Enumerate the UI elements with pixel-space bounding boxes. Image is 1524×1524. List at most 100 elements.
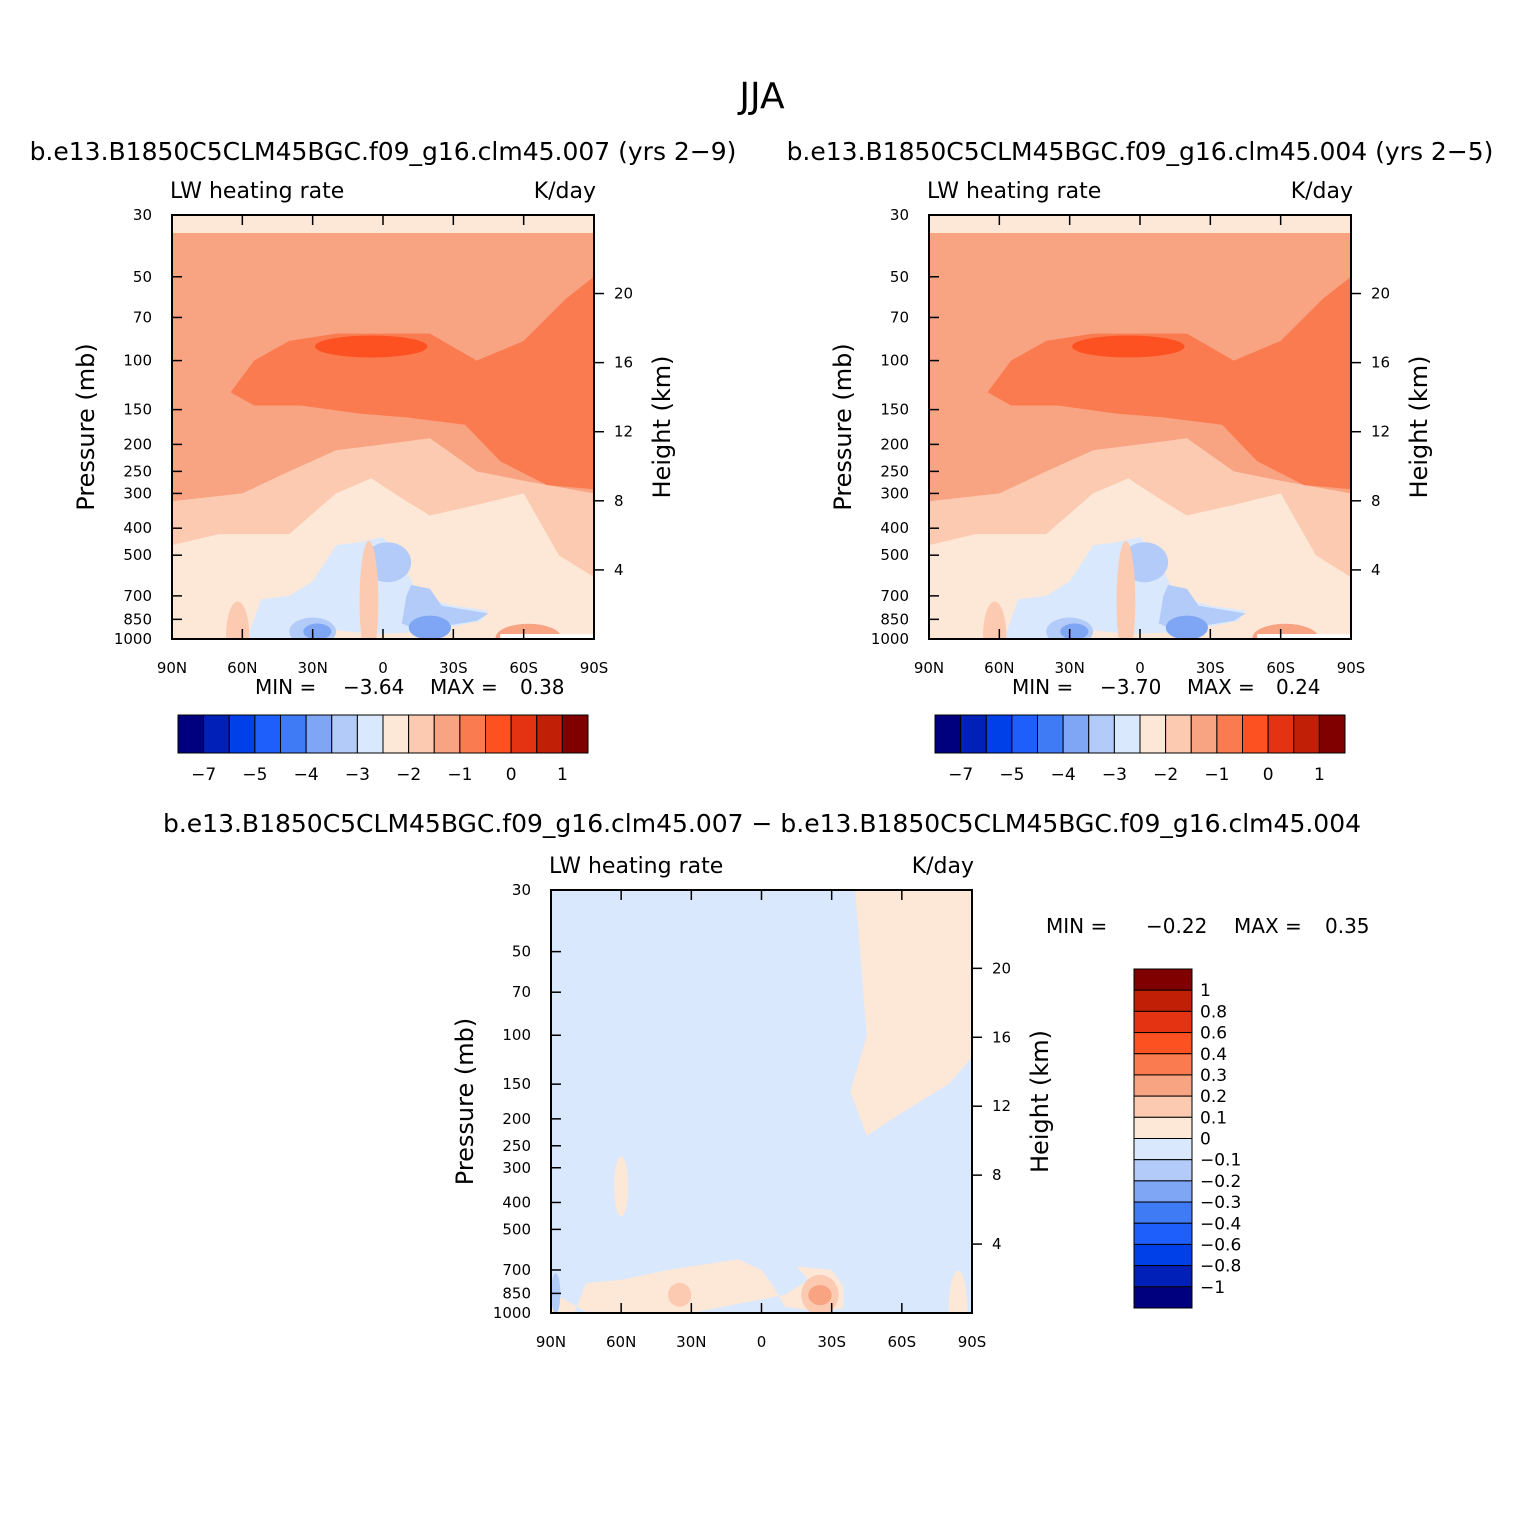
colorbar-box — [1139, 714, 1167, 754]
y-tick-label: 400 — [880, 519, 909, 537]
y-right-axis-label: Height (km) — [1405, 356, 1433, 499]
min-value: −3.70 — [1100, 675, 1161, 699]
contour-band — [1165, 615, 1208, 639]
contour-band — [987, 276, 1351, 490]
colorbar-box — [1011, 714, 1038, 754]
colorbar-box — [1133, 1159, 1193, 1182]
y-tick-label: 300 — [880, 484, 909, 502]
contour-band — [315, 335, 428, 358]
max-label: MAX = — [430, 675, 498, 699]
y-tick-label: 1000 — [871, 630, 909, 648]
colorbar-box — [1242, 714, 1269, 754]
x-tick-label: 90N — [536, 1333, 566, 1351]
x-tick-label: 0 — [757, 1333, 767, 1351]
missing-region — [500, 634, 594, 639]
colorbar-box — [1133, 1032, 1193, 1055]
y-tick-label: 70 — [890, 308, 909, 326]
contour-band — [808, 1285, 832, 1306]
colorbar-box — [510, 714, 538, 754]
y-tick-label: 30 — [890, 206, 909, 224]
colorbar-box — [382, 714, 410, 754]
x-tick-label: 90N — [157, 659, 187, 677]
x-tick-label: 60N — [227, 659, 257, 677]
colorbar-box — [1133, 989, 1193, 1012]
x-tick-label: 30N — [1055, 659, 1085, 677]
colorbar-box — [254, 714, 281, 754]
y-right-axis-label: Height (km) — [1026, 1030, 1054, 1173]
contour-band — [230, 276, 594, 490]
height-tick-label: 12 — [1371, 423, 1390, 441]
colorbar-label: −0.8 — [1200, 1257, 1241, 1277]
max-value: 0.24 — [1276, 675, 1321, 699]
contour-band — [982, 601, 1007, 639]
y-tick-label: 850 — [880, 610, 909, 628]
height-tick-label: 8 — [992, 1166, 1002, 1184]
contour-field — [551, 890, 972, 1313]
contour-band — [359, 540, 379, 639]
colorbar-label: −3 — [345, 765, 370, 785]
contour-band — [667, 1282, 692, 1307]
colorbar-label: 0.3 — [1200, 1066, 1227, 1086]
colorbar-label: −5 — [242, 765, 267, 785]
height-tick-label: 12 — [992, 1097, 1011, 1115]
colorbar-box — [934, 714, 962, 754]
contour-band — [225, 601, 250, 639]
x-tick-label: 30N — [676, 1333, 706, 1351]
missing-region — [1257, 634, 1351, 639]
colorbar-label: −5 — [999, 765, 1024, 785]
colorbar-label: −1 — [1200, 1278, 1225, 1298]
colorbar-label: −2 — [396, 765, 421, 785]
colorbar-box — [1318, 714, 1346, 754]
colorbar-box — [1062, 714, 1090, 754]
colorbar-label: −1 — [1204, 765, 1229, 785]
figure-title: JJA — [737, 76, 785, 117]
colorbar-label: 0 — [1263, 765, 1274, 785]
colorbar-box — [561, 714, 589, 754]
x-tick-label: 60S — [888, 1333, 917, 1351]
colorbar: −7 −5 −4 −3 −2 −1 0 1 — [177, 714, 589, 785]
left-string: LW heating rate — [170, 179, 344, 204]
max-label: MAX = — [1187, 675, 1255, 699]
y-tick-label: 70 — [133, 308, 152, 326]
y-axis-label: Pressure (mb) — [829, 343, 857, 510]
colorbar-label: −4 — [294, 765, 319, 785]
colorbar-label: 0.2 — [1200, 1087, 1227, 1107]
colorbar-label: −4 — [1051, 765, 1076, 785]
colorbar-label: −3 — [1102, 765, 1127, 785]
x-tick-label: 0 — [1135, 659, 1145, 677]
colorbar-box — [1133, 1180, 1193, 1203]
colorbar-box — [1133, 968, 1193, 991]
colorbar-box — [536, 714, 563, 754]
colorbar-label: 1 — [1314, 765, 1325, 785]
colorbar-box — [485, 714, 512, 754]
y-tick-label: 100 — [880, 352, 909, 370]
right-string: K/day — [1291, 179, 1353, 204]
x-tick-label: 90S — [1337, 659, 1366, 677]
colorbar-box — [1133, 1222, 1193, 1245]
y-tick-label: 150 — [880, 401, 909, 419]
y-tick-label: 500 — [123, 546, 152, 564]
panel-b: b.e13.B1850C5CLM45BGC.f09_g16.clm45.004 … — [787, 137, 1494, 785]
x-tick-label: 60N — [606, 1333, 636, 1351]
x-tick-label: 60S — [1266, 659, 1295, 677]
colorbar-label: −0.2 — [1200, 1172, 1241, 1192]
colorbar-label: −1 — [447, 765, 472, 785]
height-tick-label: 16 — [1371, 354, 1390, 372]
colorbar-box — [177, 714, 205, 754]
height-tick-label: 16 — [992, 1028, 1011, 1046]
y-tick-label: 30 — [133, 206, 152, 224]
colorbar-box — [1037, 714, 1064, 754]
panel-a: b.e13.B1850C5CLM45BGC.f09_g16.clm45.007 … — [30, 137, 737, 785]
max-label: MAX = — [1234, 914, 1302, 938]
height-tick-label: 20 — [1371, 285, 1390, 303]
colorbar-label: 0.6 — [1200, 1024, 1227, 1044]
x-tick-label: 30S — [817, 1333, 846, 1351]
y-tick-label: 50 — [512, 943, 531, 961]
colorbar-label: 1 — [1200, 981, 1211, 1001]
y-axis-label: Pressure (mb) — [451, 1018, 479, 1185]
colorbar-box — [1088, 714, 1115, 754]
y-tick-label: 200 — [502, 1110, 531, 1128]
x-tick-label: 90N — [914, 659, 944, 677]
colorbar-box — [228, 714, 256, 754]
